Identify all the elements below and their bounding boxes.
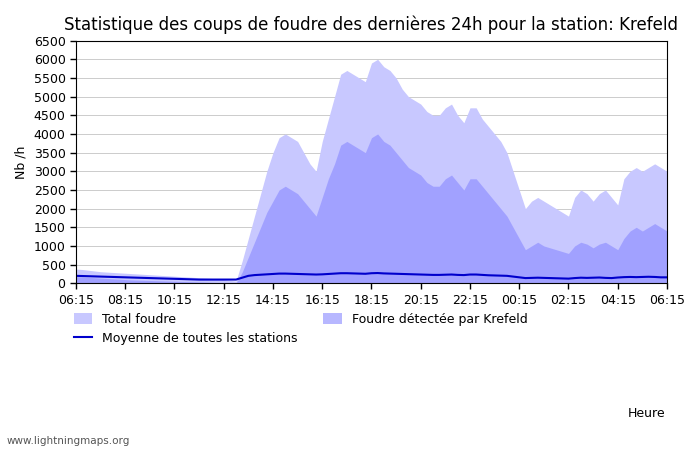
Legend: Total foudre, Moyenne de toutes les stations, Foudre détectée par Krefeld: Total foudre, Moyenne de toutes les stat… (69, 308, 533, 350)
Text: Heure: Heure (627, 407, 665, 420)
Title: Statistique des coups de foudre des dernières 24h pour la station: Krefeld: Statistique des coups de foudre des dern… (64, 15, 678, 33)
Y-axis label: Nb /h: Nb /h (15, 145, 28, 179)
Text: www.lightningmaps.org: www.lightningmaps.org (7, 436, 130, 446)
